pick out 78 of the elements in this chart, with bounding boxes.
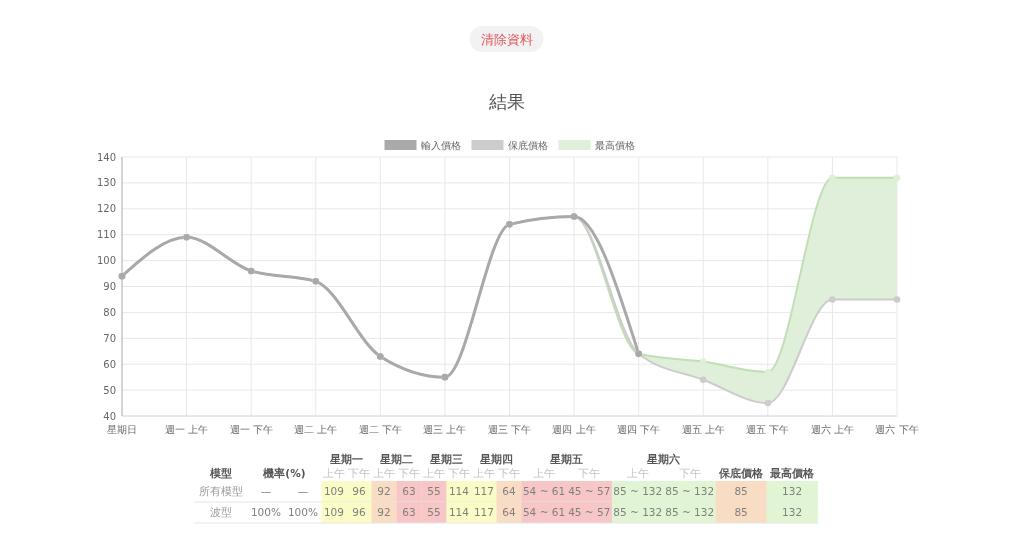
text: 星期四 bbox=[478, 452, 513, 465]
text: 55 bbox=[427, 485, 441, 498]
text: 132 bbox=[782, 485, 803, 498]
x-tick-label: 週一 上午 bbox=[164, 423, 209, 435]
point bbox=[829, 296, 836, 303]
x-tick-label: 週三 下午 bbox=[487, 423, 532, 435]
text: 64 bbox=[502, 485, 516, 498]
x-tick-label: 週二 下午 bbox=[358, 423, 402, 435]
x-tick-label: 週六 下午 bbox=[875, 423, 919, 435]
text: 109 bbox=[323, 506, 344, 519]
text: — bbox=[260, 485, 272, 498]
point bbox=[699, 376, 707, 384]
text: 96 bbox=[352, 485, 366, 498]
text: 星期六 bbox=[646, 452, 681, 465]
text: 85 bbox=[734, 506, 748, 519]
y-tick-label: 80 bbox=[103, 306, 116, 318]
text: 117 bbox=[473, 485, 494, 498]
point bbox=[893, 174, 901, 182]
x-tick-label: 週一 下午 bbox=[229, 423, 273, 435]
y-tick-label: 60 bbox=[103, 358, 116, 370]
text: 模型 bbox=[208, 466, 232, 479]
x-tick-label: 週二 上午 bbox=[294, 423, 338, 435]
y-tick-label: 130 bbox=[96, 177, 116, 189]
text: 117 bbox=[473, 506, 494, 519]
category-label: 最高價格 bbox=[769, 466, 816, 479]
text: 96 bbox=[352, 506, 366, 519]
y-tick-label: 140 bbox=[96, 151, 116, 163]
category-label: 保底價格 bbox=[718, 466, 765, 479]
text: 85 ~ 132 bbox=[665, 485, 715, 498]
legend-label: 輸入價格 bbox=[421, 139, 461, 151]
y-tick-label: 120 bbox=[96, 203, 116, 215]
text: 109 bbox=[323, 485, 344, 498]
text: 85 ~ 132 bbox=[613, 485, 663, 498]
legend-label: 最高價格 bbox=[595, 139, 635, 151]
category-label: 機率(%) bbox=[262, 466, 306, 479]
x-tick-label: 週三 上午 bbox=[423, 423, 467, 435]
y-tick-label: 70 bbox=[103, 332, 116, 344]
text: 清除資料 bbox=[480, 31, 533, 47]
text: 64 bbox=[502, 506, 516, 519]
text: 100% bbox=[250, 506, 281, 519]
text: 54 ~ 61 bbox=[522, 506, 566, 519]
text: 45 ~ 57 bbox=[568, 485, 611, 498]
legend-label: 保底價格 bbox=[508, 139, 548, 151]
text: 星期三 bbox=[428, 452, 463, 465]
text: 100% bbox=[287, 506, 318, 519]
text: 114 bbox=[448, 485, 469, 498]
x-tick-label: 週四 上午 bbox=[552, 423, 596, 435]
text: 63 bbox=[402, 485, 416, 498]
text: 星期二 bbox=[378, 452, 413, 465]
y-tick-label: 100 bbox=[96, 255, 116, 267]
x-tick-label: 週六 上午 bbox=[810, 423, 855, 435]
text: 星期一 bbox=[328, 452, 363, 465]
category-label: 波型 bbox=[209, 506, 232, 519]
text: 85 bbox=[734, 485, 748, 498]
x-tick-label: 週五 下午 bbox=[746, 423, 790, 435]
category-label: 所有模型 bbox=[198, 485, 243, 498]
text: 45 ~ 57 bbox=[568, 506, 611, 519]
text: 114 bbox=[448, 506, 469, 519]
x-tick-label: 週五 上午 bbox=[681, 423, 725, 435]
text: 85 ~ 132 bbox=[613, 506, 663, 519]
text: 92 bbox=[377, 485, 391, 498]
text: 星期五 bbox=[549, 452, 584, 465]
text: 63 bbox=[402, 506, 416, 519]
text: 54 ~ 61 bbox=[522, 485, 566, 498]
y-tick-label: 90 bbox=[103, 281, 116, 292]
point bbox=[764, 399, 772, 407]
text: 92 bbox=[377, 506, 391, 519]
y-tick-label: 40 bbox=[103, 410, 116, 422]
text: 132 bbox=[782, 506, 803, 519]
y-tick-label: 50 bbox=[103, 384, 116, 396]
x-tick-label: 星期日 bbox=[107, 423, 137, 435]
point bbox=[893, 296, 901, 303]
text: — bbox=[297, 485, 309, 498]
y-tick-label: 110 bbox=[96, 229, 116, 241]
text: 55 bbox=[427, 506, 441, 519]
chart-title: 結果 bbox=[487, 91, 525, 113]
x-tick-label: 週四 下午 bbox=[617, 423, 661, 435]
text: 85 ~ 132 bbox=[665, 506, 715, 519]
